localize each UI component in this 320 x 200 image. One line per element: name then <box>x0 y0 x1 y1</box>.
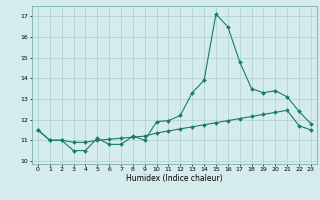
X-axis label: Humidex (Indice chaleur): Humidex (Indice chaleur) <box>126 174 223 183</box>
